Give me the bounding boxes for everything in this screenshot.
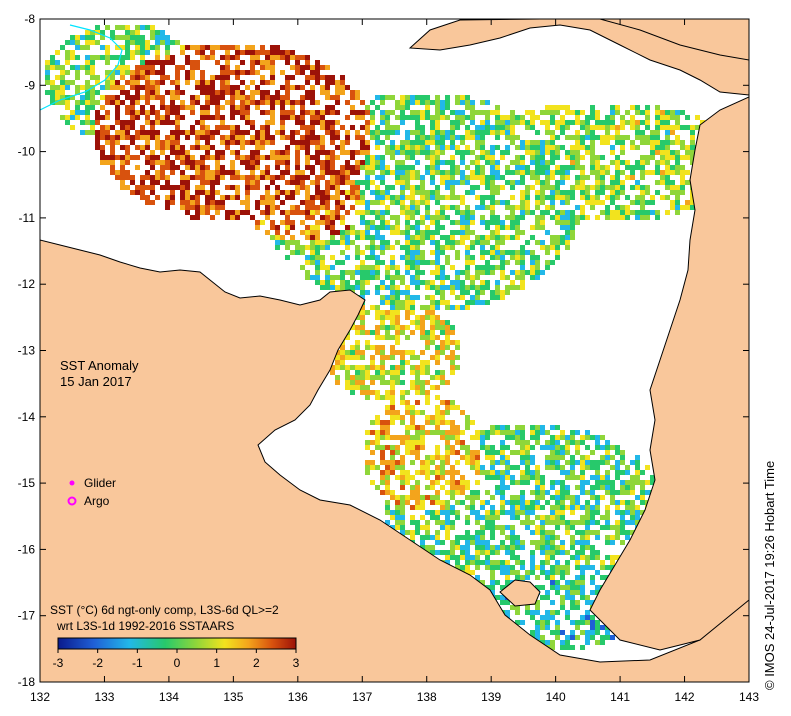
colorbar: SST (°C) 6d ngt-only comp, L3S-6d QL>=2 … bbox=[50, 603, 300, 670]
map-date: 15 Jan 2017 bbox=[60, 374, 132, 389]
colorbar-tick-label: 1 bbox=[213, 656, 220, 670]
x-tick-label: 138 bbox=[417, 690, 437, 704]
colorbar-tick-label: -1 bbox=[132, 656, 143, 670]
y-tick-label: -17 bbox=[18, 609, 36, 623]
credit-text: © IMOS 24-Jul-2017 19:26 Hobart Time bbox=[762, 460, 777, 690]
map-title: SST Anomaly bbox=[60, 358, 139, 373]
y-tick-label: -8 bbox=[24, 12, 35, 26]
x-tick-label: 137 bbox=[352, 690, 372, 704]
colorbar-tick-label: -3 bbox=[53, 656, 64, 670]
colorbar-tick-label: 3 bbox=[293, 656, 300, 670]
x-tick-label: 139 bbox=[481, 690, 501, 704]
colorbar-title-line2: wrt L3S-1d 1992-2016 SSTAARS bbox=[56, 619, 234, 633]
y-tick-label: -10 bbox=[18, 145, 36, 159]
x-tick-label: 143 bbox=[739, 690, 759, 704]
legend: Glider Argo bbox=[67, 476, 116, 508]
colorbar-tick-label: 2 bbox=[253, 656, 260, 670]
glider-track bbox=[40, 24, 123, 111]
x-tick-label: 141 bbox=[610, 690, 630, 704]
y-tick-label: -12 bbox=[18, 277, 36, 291]
y-tick-label: -18 bbox=[18, 675, 36, 689]
colorbar-tick-label: -2 bbox=[92, 656, 103, 670]
land-cape-york bbox=[589, 96, 749, 651]
land-mornington-island bbox=[499, 579, 541, 607]
colorbar-ticks: -3 -2 -1 0 1 2 3 bbox=[53, 649, 300, 670]
land-arnhem-land bbox=[40, 239, 749, 682]
x-tick-label: 140 bbox=[546, 690, 566, 704]
land-areas bbox=[40, 19, 749, 682]
y-tick-label: -15 bbox=[18, 476, 36, 490]
glider-label: Glider bbox=[84, 476, 116, 490]
y-tick-label: -16 bbox=[18, 542, 36, 556]
argo-label: Argo bbox=[84, 494, 110, 508]
colorbar-gradient bbox=[57, 637, 297, 650]
land-new-guinea-east bbox=[560, 19, 749, 61]
x-tick-label: 142 bbox=[675, 690, 695, 704]
y-tick-label: -14 bbox=[18, 410, 36, 424]
glider-marker-icon bbox=[69, 480, 75, 486]
x-tick-label: 133 bbox=[94, 690, 114, 704]
y-tick-label: -9 bbox=[24, 78, 35, 92]
x-tick-label: 135 bbox=[223, 690, 243, 704]
colorbar-tick-label: 0 bbox=[174, 656, 181, 670]
x-tick-label: 132 bbox=[30, 690, 50, 704]
x-axis-tick-labels: 132 133 134 135 136 137 138 139 140 141 142 143 bbox=[30, 690, 759, 704]
x-tick-label: 134 bbox=[159, 690, 179, 704]
argo-marker-icon bbox=[67, 496, 77, 506]
colorbar-title-line1: SST (°C) 6d ngt-only comp, L3S-6d QL>=2 bbox=[50, 603, 279, 617]
x-tick-label: 136 bbox=[288, 690, 308, 704]
y-tick-label: -11 bbox=[19, 211, 36, 225]
y-axis-tick-labels: -8 -9 -10 -11 -12 -13 -14 -15 -16 -17 -18 bbox=[18, 12, 36, 689]
axis-ticks bbox=[39, 18, 750, 683]
y-tick-label: -13 bbox=[18, 344, 36, 358]
